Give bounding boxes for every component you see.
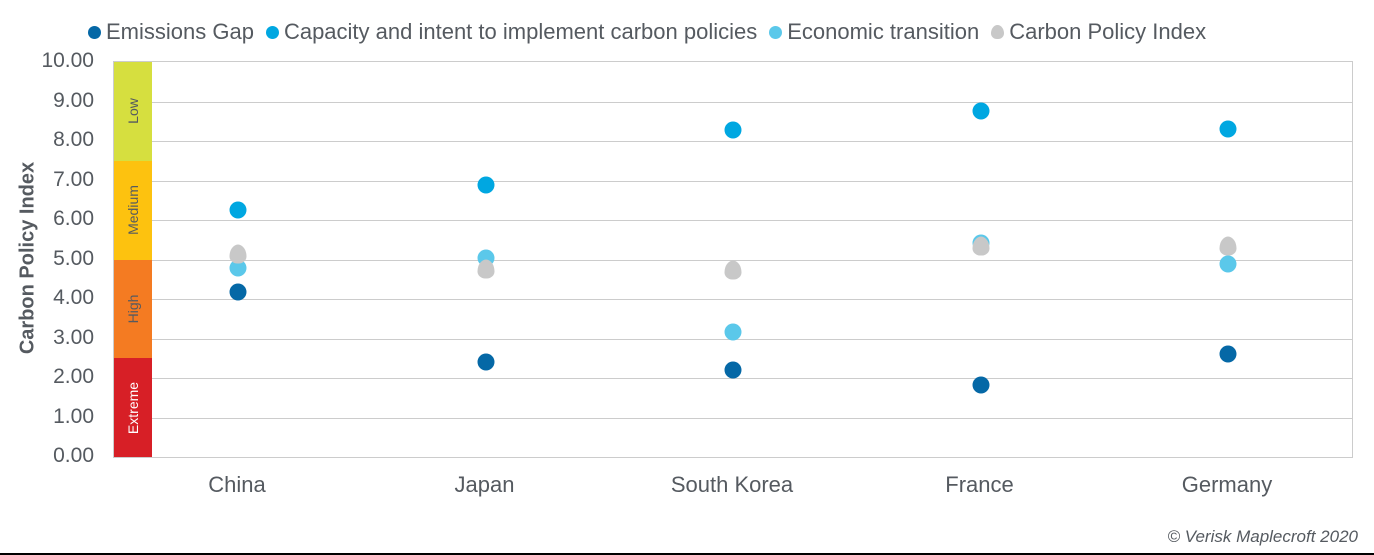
- legend-label: Emissions Gap: [106, 19, 254, 44]
- chart-legend: Emissions Gap Capacity and intent to impl…: [88, 16, 1218, 48]
- x-tick-label: France: [945, 472, 1014, 497]
- data-point-capacity-and-intent-to-implement-carbon-policies: [724, 121, 742, 139]
- legend-label: Capacity and intent to implement carbon …: [283, 19, 758, 44]
- gridline: [114, 180, 1352, 182]
- plot-area: Low Medium High Extreme: [113, 61, 1353, 458]
- risk-band-high: High: [114, 259, 152, 359]
- y-tick-label: 8.00: [53, 128, 94, 151]
- x-tick-label: Japan: [454, 472, 515, 497]
- y-tick-label: 6.00: [53, 207, 94, 230]
- legend-item: Carbon Policy Index: [991, 19, 1206, 45]
- y-tick-label: 9.00: [53, 88, 94, 112]
- data-point-capacity-and-intent-to-implement-carbon-policies: [477, 176, 494, 194]
- triangle-marker-icon: [991, 25, 1005, 39]
- y-tick-label: 10.00: [41, 49, 94, 72]
- data-point-emissions-gap: [477, 353, 494, 371]
- circle-marker-icon: [265, 25, 279, 39]
- data-point-capacity-and-intent-to-implement-carbon-policies: [1219, 120, 1237, 138]
- data-point-economic-transition: [724, 323, 742, 341]
- legend-item: Emissions Gap: [88, 19, 254, 45]
- risk-band-low: Low: [114, 62, 152, 161]
- legend-label: Carbon Policy Index: [1009, 19, 1207, 44]
- data-point-economic-transition: [229, 259, 247, 277]
- y-tick-label: 4.00: [53, 286, 94, 309]
- gridline: [114, 417, 1352, 419]
- risk-band-label: Medium: [125, 185, 141, 236]
- data-point-emissions-gap: [229, 283, 247, 301]
- data-point-emissions-gap: [972, 376, 989, 394]
- y-tick-label: 2.00: [53, 365, 94, 388]
- y-tick-label: 5.00: [53, 246, 94, 270]
- gridline: [114, 220, 1352, 221]
- x-tick-label: China: [208, 472, 266, 497]
- circle-marker-icon: [88, 25, 101, 39]
- gridline: [114, 101, 1352, 103]
- risk-band-label: High: [125, 294, 141, 324]
- risk-band-medium: Medium: [114, 160, 152, 260]
- circle-marker-icon: [769, 25, 783, 39]
- data-point-carbon-policy-index: [1219, 236, 1237, 256]
- legend-label: Economic transition: [787, 19, 980, 44]
- y-tick-label: 0.00: [53, 444, 94, 467]
- data-point-carbon-policy-index: [972, 236, 989, 256]
- legend-item: Economic transition: [769, 19, 979, 45]
- data-point-carbon-policy-index: [229, 244, 247, 264]
- gridline: [114, 259, 1352, 261]
- data-point-capacity-and-intent-to-implement-carbon-policies: [972, 102, 989, 120]
- data-point-economic-transition: [1219, 255, 1237, 273]
- x-tick-label: Germany: [1181, 472, 1273, 497]
- risk-band-label: Extreme: [125, 381, 141, 434]
- copyright-notice: © Verisk Maplecroft 2020: [1167, 527, 1358, 546]
- legend-item: Capacity and intent to implement carbon …: [265, 19, 758, 45]
- y-tick-label: 3.00: [53, 325, 94, 349]
- data-point-emissions-gap: [1219, 345, 1237, 363]
- gridline: [114, 299, 1352, 300]
- data-point-carbon-policy-index: [477, 259, 494, 279]
- data-point-capacity-and-intent-to-implement-carbon-policies: [229, 201, 247, 219]
- risk-band-label: Low: [125, 98, 141, 125]
- data-point-emissions-gap: [724, 361, 742, 379]
- data-point-carbon-policy-index: [724, 260, 742, 280]
- y-tick-label: 1.00: [53, 404, 94, 428]
- bottom-divider: [0, 553, 1374, 555]
- risk-band-extreme: Extreme: [114, 358, 152, 457]
- gridline: [114, 141, 1352, 142]
- x-tick-label: South Korea: [670, 472, 794, 497]
- y-tick-label: 7.00: [53, 167, 94, 191]
